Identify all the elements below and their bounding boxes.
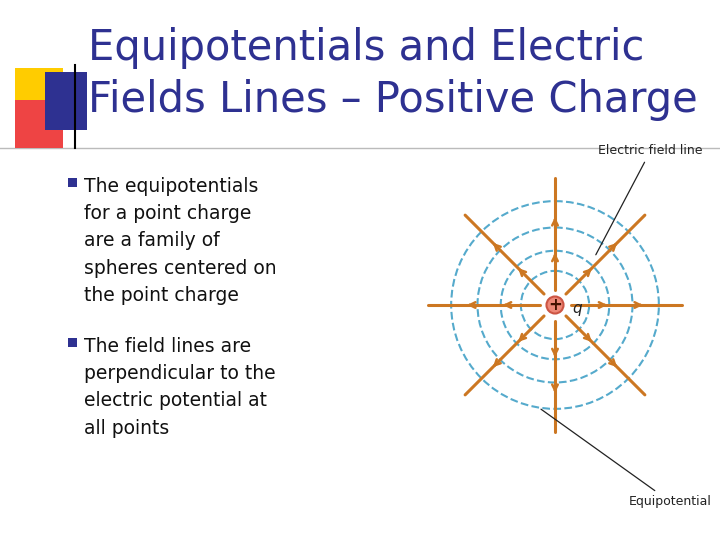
Text: Fields Lines – Positive Charge: Fields Lines – Positive Charge [88, 79, 698, 121]
Bar [68, 178, 77, 187]
Bar [15, 100, 63, 148]
Circle shape [546, 296, 564, 314]
Text: q: q [572, 300, 582, 315]
Text: Equipotential: Equipotential [541, 409, 711, 508]
Text: The equipotentials
for a point charge
are a family of
spheres centered on
the po: The equipotentials for a point charge ar… [84, 177, 276, 305]
Bar [45, 72, 87, 130]
Text: Electric field line: Electric field line [596, 144, 703, 255]
Text: The field lines are
perpendicular to the
electric potential at
all points: The field lines are perpendicular to the… [84, 337, 276, 438]
Text: +: + [548, 296, 562, 314]
Bar [68, 338, 77, 347]
Bar [15, 68, 63, 116]
Text: Equipotentials and Electric: Equipotentials and Electric [88, 27, 644, 69]
